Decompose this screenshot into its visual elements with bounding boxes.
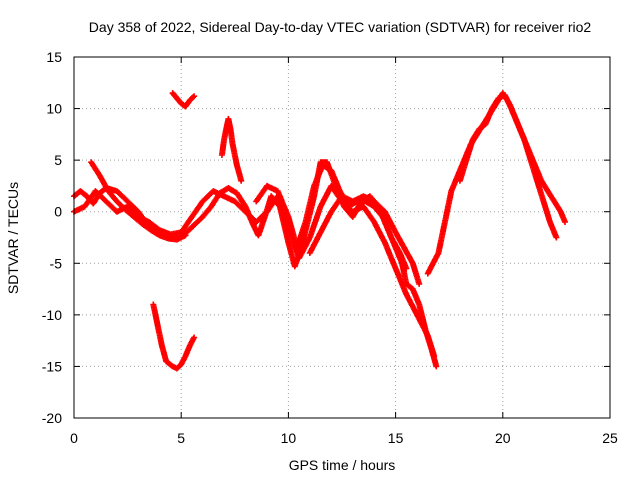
- plot-frame: [73, 56, 611, 419]
- data-point: [431, 353, 438, 360]
- y-tick-label: -20: [42, 410, 62, 426]
- axis-ticks: 0 5 10 15 20 25 -20 -15 -10 -5 0 5 10 15: [42, 49, 618, 446]
- x-tick-label: 0: [70, 430, 78, 446]
- grid: [74, 57, 610, 418]
- x-tick-label: 25: [602, 430, 618, 446]
- data-point: [553, 234, 560, 241]
- data-point: [403, 265, 410, 272]
- chart-title: Day 358 of 2022, Sidereal Day-to-day VTE…: [89, 19, 592, 35]
- data-point: [238, 177, 245, 184]
- y-tick-label: -10: [42, 307, 62, 323]
- y-tick-label: -5: [50, 255, 63, 271]
- data-point: [191, 334, 198, 341]
- series-track-c: [88, 159, 189, 243]
- data-point: [562, 219, 568, 225]
- series-track-i: [150, 301, 198, 372]
- y-tick-label: -15: [42, 358, 62, 374]
- series-track-b: [71, 182, 438, 360]
- data-points: [71, 90, 568, 372]
- series-track-a: [71, 159, 440, 370]
- x-tick-label: 10: [281, 430, 297, 446]
- series-track-e: [306, 193, 423, 287]
- x-tick-label: 15: [388, 430, 404, 446]
- y-axis-label: SDTVAR / TECUs: [5, 182, 21, 294]
- y-tick-label: 5: [54, 152, 62, 168]
- series-track-f: [424, 90, 568, 277]
- series-track-h: [169, 90, 198, 110]
- y-tick-label: 0: [54, 204, 62, 220]
- y-tick-label: 15: [46, 49, 62, 65]
- data-point: [433, 363, 440, 370]
- x-axis-label: GPS time / hours: [289, 457, 396, 473]
- data-point: [190, 94, 196, 101]
- y-tick-label: 10: [46, 101, 62, 117]
- x-tick-label: 5: [177, 430, 185, 446]
- data-point: [191, 93, 198, 100]
- series-track-j: [218, 115, 245, 184]
- data-point: [182, 232, 189, 239]
- data-point: [416, 280, 423, 287]
- series-track-g: [456, 92, 560, 241]
- x-tick-label: 20: [495, 430, 511, 446]
